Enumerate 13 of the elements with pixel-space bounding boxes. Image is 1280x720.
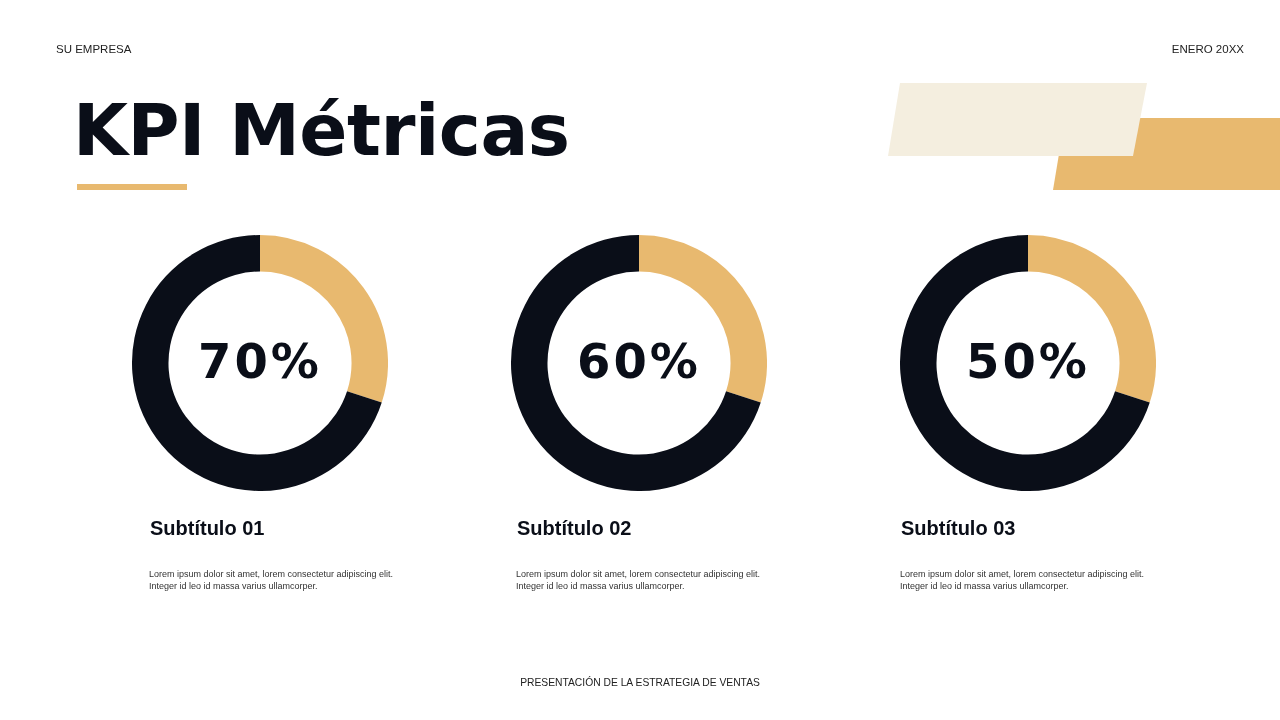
- text: 60%: [576, 333, 702, 389]
- text: Lorem ipsum dolor sit amet, lorem consectetur adipiscing elit. Integer id leo id massa varius ullamcorper.: [900, 568, 1146, 592]
- text: Subtítulo 03: [901, 517, 1016, 539]
- text: SU EMPRESA: [56, 43, 132, 55]
- text: Lorem ipsum dolor sit amet, lorem consectetur adipiscing elit. Integer id leo id massa varius ullamcorper.: [516, 568, 762, 592]
- text: PRESENTACIÓN DE LA ESTRATEGIA DE VENTAS: [519, 677, 761, 688]
- text: ENERO 20XX: [1171, 43, 1244, 55]
- text: Subtítulo 01: [150, 517, 265, 539]
- text: Subtítulo 02: [517, 517, 632, 539]
- text: KPI Métricas: [73, 89, 570, 172]
- text: Lorem ipsum dolor sit amet, lorem consectetur adipiscing elit. Integer id leo id massa varius ullamcorper.: [149, 568, 395, 592]
- text: 50%: [965, 333, 1091, 389]
- text: 70%: [197, 333, 323, 389]
